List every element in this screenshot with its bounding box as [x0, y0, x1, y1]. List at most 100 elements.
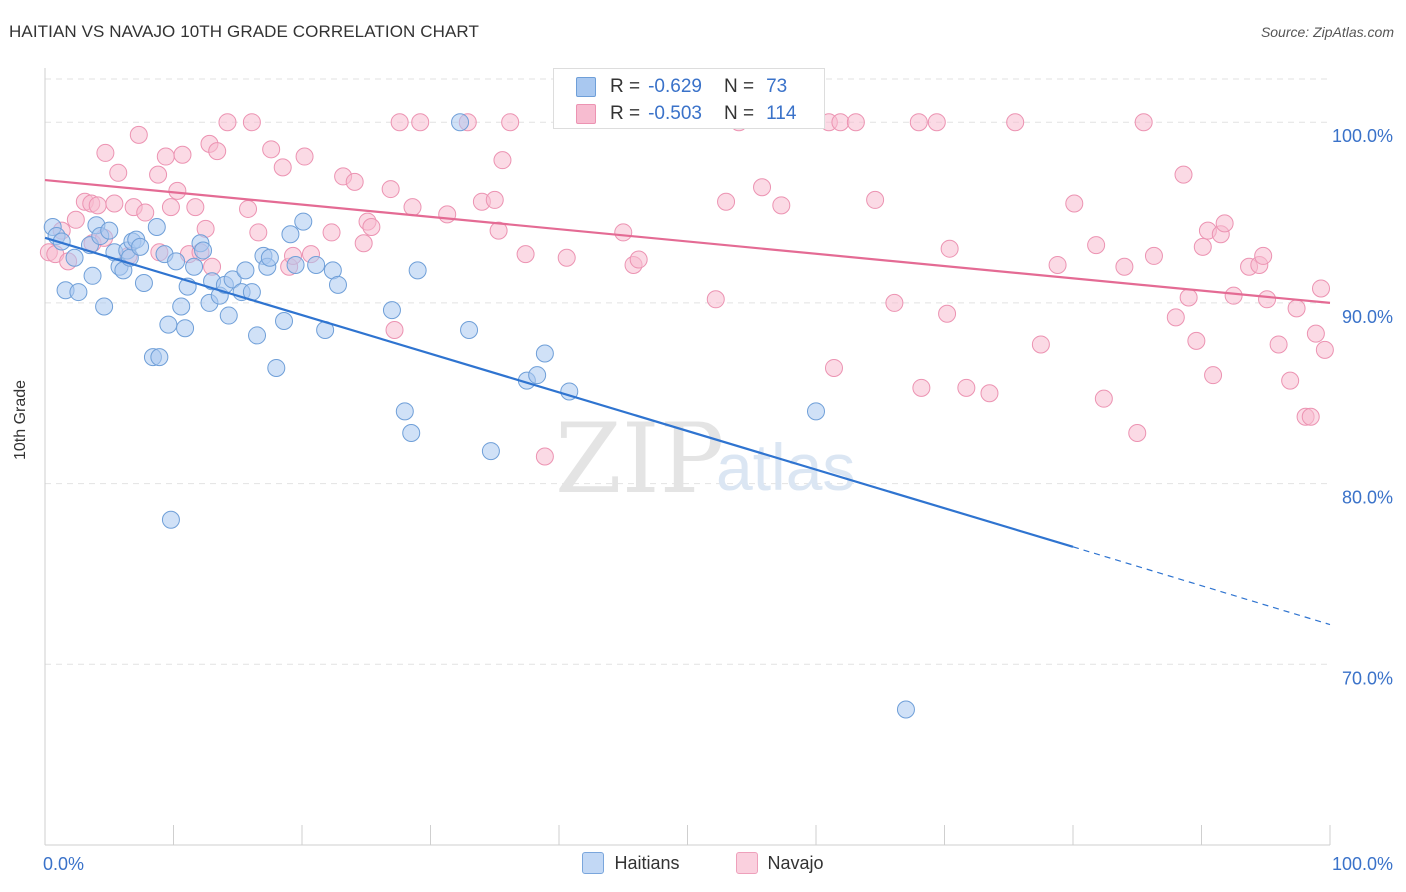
- haitians-points: [43, 113, 915, 719]
- haitians-legend-swatch: [582, 852, 605, 874]
- x-tick-label: 100.0%: [1332, 854, 1393, 874]
- navajo-point: [1254, 246, 1273, 265]
- navajo-point: [345, 172, 364, 191]
- haitians-point: [528, 366, 547, 385]
- navajo-point: [557, 248, 576, 267]
- navajo-point: [1006, 113, 1025, 132]
- y-tick-label: 80.0%: [1342, 488, 1393, 508]
- haitians-point: [185, 257, 204, 276]
- navajo-point: [1065, 194, 1084, 213]
- haitians-point: [402, 424, 421, 443]
- haitians-point: [408, 261, 427, 280]
- navajo-point: [403, 198, 422, 217]
- navajo-point: [846, 113, 865, 132]
- navajo-point: [1048, 255, 1067, 274]
- navajo-point: [516, 245, 535, 264]
- navajo-point: [535, 447, 554, 466]
- navajo-point: [824, 358, 843, 377]
- navajo-point: [1187, 331, 1206, 350]
- haitians-point: [807, 402, 825, 421]
- navajo-point: [149, 165, 168, 184]
- watermark: ZIP atlas: [555, 403, 855, 515]
- legend-item-navajo[interactable]: Navajo: [735, 852, 824, 874]
- navajo-point: [385, 321, 404, 340]
- navajo-point: [927, 113, 946, 132]
- navajo-point: [136, 203, 155, 222]
- legend-row-navajo: R = -0.503 N = 114: [576, 103, 796, 125]
- navajo-swatch: [576, 104, 596, 124]
- haitians-point: [535, 344, 554, 363]
- haitians-point: [194, 241, 213, 260]
- navajo-point: [96, 143, 115, 162]
- navajo-point: [186, 198, 205, 217]
- navajo-trend-line: [44, 178, 1331, 305]
- navajo-point: [493, 151, 512, 170]
- navajo-legend-swatch: [735, 852, 758, 874]
- navajo-point: [1144, 246, 1163, 265]
- haitians-point: [294, 212, 313, 231]
- navajo-point: [161, 198, 180, 217]
- x-tick-label: 0.0%: [43, 854, 84, 874]
- y-tick-label: 90.0%: [1342, 307, 1393, 327]
- haitians-point: [451, 113, 470, 132]
- navajo-point: [912, 378, 931, 397]
- haitians-point: [167, 252, 186, 271]
- navajo-point: [438, 205, 457, 224]
- navajo-point: [485, 190, 504, 209]
- navajo-point: [273, 158, 292, 177]
- navajo-point: [381, 180, 400, 199]
- n-label: N =: [723, 103, 755, 124]
- y-axis-label: 10th Grade: [12, 379, 29, 460]
- haitians-point: [260, 248, 279, 267]
- haitians-point: [65, 248, 84, 267]
- grid-lines: [45, 78, 1330, 665]
- navajo-point: [831, 113, 850, 132]
- navajo-point: [1179, 288, 1198, 307]
- navajo-point: [772, 196, 791, 215]
- navajo-point: [173, 145, 192, 164]
- haitians-point: [223, 270, 242, 289]
- haitians-point: [460, 321, 479, 340]
- navajo-point: [1301, 407, 1320, 426]
- haitians-point: [267, 358, 286, 377]
- legend-label-haitians: Haitians: [614, 852, 680, 873]
- haitians-point: [131, 237, 150, 256]
- haitians-point: [481, 442, 500, 461]
- n-label: N =: [723, 76, 755, 97]
- haitians-point: [236, 261, 255, 280]
- navajo-point: [1166, 308, 1185, 327]
- haitians-trend-extension: [1072, 546, 1331, 626]
- navajo-point: [411, 113, 430, 132]
- haitians-point: [275, 311, 294, 330]
- haitians-point: [100, 221, 119, 240]
- axes: [44, 68, 1331, 846]
- navajo-point: [242, 113, 261, 132]
- haitians-point: [161, 510, 180, 529]
- legend-item-haitians[interactable]: Haitians: [582, 852, 680, 874]
- haitians-point: [95, 297, 114, 316]
- source-label: Source: ZipAtlas.com: [1260, 24, 1394, 40]
- haitians-point: [395, 402, 414, 421]
- navajo-point: [489, 221, 508, 240]
- navajo-point: [1258, 290, 1277, 309]
- navajo-point: [885, 293, 904, 312]
- haitians-swatch: [576, 77, 596, 97]
- navajo-point: [1087, 236, 1106, 255]
- haitians-point: [248, 326, 267, 345]
- haitians-point: [159, 315, 178, 334]
- navajo-point: [1204, 366, 1223, 385]
- navajo-point: [1094, 389, 1113, 408]
- navajo-point: [1287, 299, 1306, 318]
- correlation-legend: R = -0.629 N = 73 R = -0.503 N = 114: [553, 68, 825, 129]
- r-value: -0.629: [648, 76, 702, 97]
- legend-label-navajo: Navajo: [767, 852, 824, 873]
- n-value: 73: [766, 76, 788, 97]
- navajo-point: [614, 223, 633, 242]
- navajo-point: [168, 181, 187, 200]
- x-tick-labels: 0.0% 100.0%: [43, 854, 1393, 874]
- haitians-point: [328, 275, 347, 294]
- series-legend: Haitians Navajo: [0, 852, 1406, 874]
- navajo-point: [940, 239, 959, 258]
- navajo-point: [218, 113, 237, 132]
- navajo-point: [957, 378, 976, 397]
